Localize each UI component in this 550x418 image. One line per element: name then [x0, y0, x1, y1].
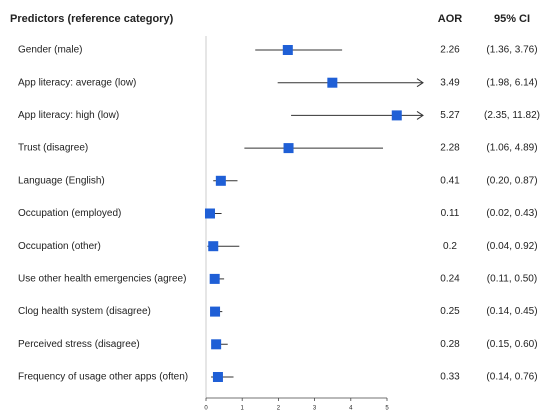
estimate-marker: [208, 241, 219, 252]
aor-value: 2.28: [440, 143, 460, 154]
estimate-marker: [210, 306, 221, 317]
aor-value: 2.26: [440, 45, 460, 56]
aor-value: 0.41: [440, 175, 460, 186]
aor-value: 0.11: [441, 208, 460, 219]
estimate-marker: [211, 339, 222, 350]
aor-value: 0.28: [440, 339, 460, 350]
estimate-marker: [283, 143, 294, 154]
header-ci: 95% CI: [494, 13, 530, 25]
row-label: Perceived stress (disagree): [18, 339, 140, 350]
aor-value: 0.33: [440, 372, 460, 383]
ci-label: (0.15, 0.60): [486, 339, 537, 350]
aor-value: 0.24: [440, 274, 460, 285]
row-label: App literacy: high (low): [18, 110, 119, 121]
ci-label: (0.02, 0.43): [486, 208, 537, 219]
row-label: Occupation (employed): [18, 208, 121, 219]
aor-value: 5.27: [440, 110, 460, 121]
row-label: Trust (disagree): [18, 143, 88, 154]
ci-label: (1.06, 4.89): [486, 143, 537, 154]
ci-label: (0.04, 0.92): [486, 241, 537, 252]
x-tick-label: 2: [277, 406, 281, 412]
row-label: Frequency of usage other apps (often): [18, 372, 188, 383]
ci-arrow: [416, 110, 424, 120]
estimate-marker: [204, 208, 215, 219]
ci-label: (0.14, 0.76): [486, 372, 537, 383]
estimate-marker: [327, 77, 338, 88]
aor-value: 3.49: [440, 77, 460, 88]
x-tick-label: 4: [349, 406, 353, 412]
header-label: Predictors (reference category): [10, 13, 174, 25]
ci-label: (0.20, 0.87): [486, 175, 537, 186]
ci-label: (1.98, 6.14): [486, 77, 537, 88]
row-label: Gender (male): [18, 45, 82, 56]
ci-label: (2.35, 11.82): [484, 110, 540, 121]
estimate-marker: [212, 372, 223, 382]
row-label: Occupation (other): [18, 241, 101, 252]
estimate-marker: [282, 45, 293, 55]
aor-value: 0.25: [440, 306, 460, 317]
header-value: AOR: [438, 13, 463, 25]
row-label: Language (English): [18, 175, 105, 186]
x-tick-label: 3: [313, 406, 317, 412]
estimate-marker: [391, 110, 402, 121]
ci-label: (1.36, 3.76): [486, 45, 537, 56]
x-tick-label: 0: [204, 406, 208, 412]
row-label: App literacy: average (low): [18, 77, 136, 88]
row-label: Use other health emergencies (agree): [18, 274, 186, 285]
ci-arrow: [416, 78, 424, 88]
row-label: Clog health system (disagree): [18, 306, 151, 317]
aor-value: 0.2: [443, 241, 457, 252]
ci-label: (0.14, 0.45): [486, 306, 537, 317]
x-tick-label: 1: [241, 406, 245, 412]
estimate-marker: [215, 175, 226, 186]
x-tick-label: 5: [385, 406, 389, 412]
estimate-marker: [209, 273, 220, 284]
ci-label: (0.11, 0.50): [487, 274, 537, 285]
